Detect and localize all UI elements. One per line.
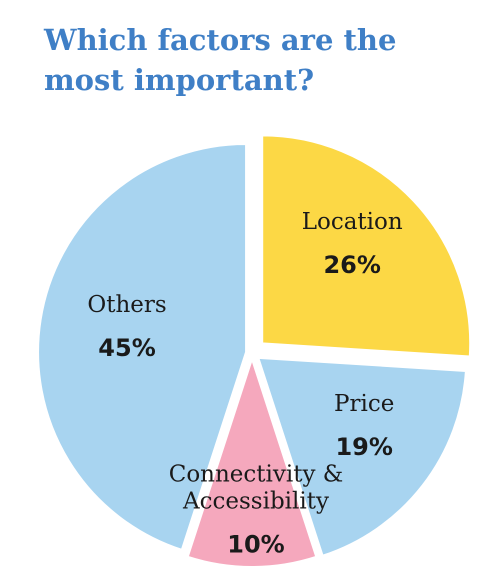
pie-slices (37, 134, 472, 568)
slice-label-others: Others (87, 292, 166, 318)
chart-title: Which factors are the most important? (44, 23, 397, 97)
slice-value-others: 45% (98, 334, 155, 362)
pie-slice-location (261, 134, 472, 358)
pie-slice-others (37, 143, 248, 552)
pie-labels: Location 26% Price 19%Connectivity & Accessi… (87, 209, 403, 558)
slice-label-location: Location (302, 209, 403, 235)
slice-label-price: Price (334, 391, 394, 417)
pie-slice-connectivity-accessibility (186, 355, 318, 568)
slice-value-location: 26% (323, 251, 380, 279)
slice-label-connectivity-accessibility: Connectivity & Accessibility (169, 461, 344, 514)
pie-slice-price (256, 356, 467, 557)
slice-value-price: 19% (335, 433, 392, 461)
slice-value-connectivity-accessibility: 10% (227, 530, 284, 558)
